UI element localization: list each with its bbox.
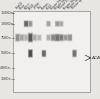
Text: HeLa: HeLa <box>19 3 27 10</box>
FancyBboxPatch shape <box>46 34 51 41</box>
FancyBboxPatch shape <box>29 22 32 26</box>
FancyBboxPatch shape <box>29 51 32 56</box>
Text: 150KDa-: 150KDa- <box>0 11 15 15</box>
FancyBboxPatch shape <box>24 20 28 27</box>
FancyBboxPatch shape <box>19 34 24 41</box>
FancyBboxPatch shape <box>15 33 20 42</box>
FancyBboxPatch shape <box>47 35 50 40</box>
Text: Mouse brain: Mouse brain <box>50 0 65 10</box>
FancyBboxPatch shape <box>28 34 32 42</box>
FancyBboxPatch shape <box>42 51 45 56</box>
FancyBboxPatch shape <box>73 51 76 56</box>
FancyBboxPatch shape <box>47 22 50 26</box>
FancyBboxPatch shape <box>28 49 33 58</box>
FancyBboxPatch shape <box>52 35 55 40</box>
Text: K562: K562 <box>46 2 54 10</box>
FancyBboxPatch shape <box>72 49 77 58</box>
FancyBboxPatch shape <box>24 34 28 41</box>
Text: Mouse heart: Mouse heart <box>54 0 70 10</box>
Text: Mouse lung: Mouse lung <box>67 0 82 10</box>
FancyBboxPatch shape <box>28 32 33 43</box>
FancyBboxPatch shape <box>33 35 36 40</box>
Text: MCF7: MCF7 <box>23 2 32 10</box>
FancyBboxPatch shape <box>59 35 63 41</box>
FancyBboxPatch shape <box>59 21 63 26</box>
Text: Jurkat: Jurkat <box>32 2 40 10</box>
FancyBboxPatch shape <box>37 35 41 40</box>
Text: A549: A549 <box>28 2 36 10</box>
FancyBboxPatch shape <box>42 50 46 57</box>
FancyBboxPatch shape <box>60 22 63 26</box>
Text: Ramos: Ramos <box>41 1 51 10</box>
FancyBboxPatch shape <box>47 36 50 40</box>
Text: 75KDa-: 75KDa- <box>0 36 13 40</box>
FancyBboxPatch shape <box>16 34 19 41</box>
Text: 35KDa-: 35KDa- <box>0 77 13 81</box>
FancyBboxPatch shape <box>24 35 28 41</box>
FancyBboxPatch shape <box>55 33 60 42</box>
FancyBboxPatch shape <box>68 35 72 41</box>
FancyBboxPatch shape <box>47 21 50 26</box>
FancyBboxPatch shape <box>46 21 51 27</box>
Text: Mouse spleen: Mouse spleen <box>72 0 88 10</box>
Text: 100KDa-: 100KDa- <box>0 22 15 26</box>
FancyBboxPatch shape <box>63 34 68 41</box>
FancyBboxPatch shape <box>55 21 59 26</box>
Text: 40KDa-: 40KDa- <box>0 66 13 70</box>
Text: Mouse kidney: Mouse kidney <box>58 0 75 10</box>
FancyBboxPatch shape <box>56 35 59 40</box>
FancyBboxPatch shape <box>51 34 56 41</box>
FancyBboxPatch shape <box>59 34 64 41</box>
FancyBboxPatch shape <box>25 22 28 26</box>
FancyBboxPatch shape <box>73 50 76 57</box>
FancyBboxPatch shape <box>28 21 32 27</box>
Text: 55KDa-: 55KDa- <box>0 51 13 55</box>
FancyBboxPatch shape <box>32 34 37 41</box>
FancyBboxPatch shape <box>20 35 24 41</box>
FancyBboxPatch shape <box>33 35 37 41</box>
FancyBboxPatch shape <box>59 21 64 27</box>
FancyBboxPatch shape <box>28 50 32 57</box>
FancyBboxPatch shape <box>64 35 68 40</box>
FancyBboxPatch shape <box>42 50 46 56</box>
FancyBboxPatch shape <box>68 34 72 41</box>
FancyBboxPatch shape <box>64 36 67 40</box>
FancyBboxPatch shape <box>51 35 55 41</box>
FancyBboxPatch shape <box>20 35 23 40</box>
FancyBboxPatch shape <box>38 36 41 40</box>
FancyBboxPatch shape <box>56 22 59 26</box>
FancyBboxPatch shape <box>69 35 71 40</box>
FancyBboxPatch shape <box>37 34 42 41</box>
FancyBboxPatch shape <box>60 35 63 40</box>
Bar <box>13 11 90 92</box>
FancyBboxPatch shape <box>29 35 32 40</box>
FancyBboxPatch shape <box>16 35 19 40</box>
FancyBboxPatch shape <box>25 35 28 40</box>
FancyBboxPatch shape <box>55 34 59 41</box>
Text: ACAD9: ACAD9 <box>92 56 100 60</box>
Text: HepG2: HepG2 <box>15 1 24 10</box>
Text: Raji: Raji <box>36 4 43 10</box>
Text: Mouse liver: Mouse liver <box>63 0 77 10</box>
FancyBboxPatch shape <box>24 21 28 27</box>
FancyBboxPatch shape <box>55 21 60 27</box>
FancyBboxPatch shape <box>28 20 33 27</box>
